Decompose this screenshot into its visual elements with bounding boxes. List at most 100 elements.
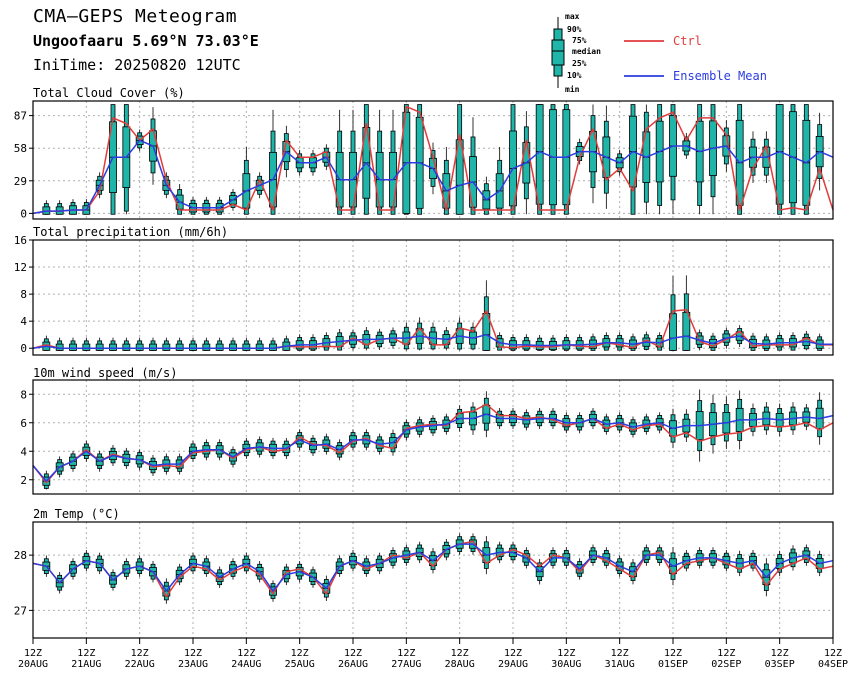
x-tick-hour: 12Z [504,648,522,659]
x-tick-hour: 12Z [557,648,575,659]
x-tick-hour: 12Z [184,648,202,659]
boxplot [455,317,464,351]
boxplot [229,337,237,351]
ctrl-series-line [32,105,834,215]
panel-title: Total Cloud Cover (%) [33,86,185,100]
panel-title: 10m wind speed (m/s) [33,366,178,380]
y-tick-label: 12 [14,261,27,274]
init-time-label: IniTime: 20250820 12UTC [33,56,241,74]
legend-key-75: 75% [572,36,587,45]
legend-ctrl: Ctrl [624,34,702,48]
ctrl-series-line [32,403,834,484]
boxplot [802,104,811,215]
boxplot [389,109,397,215]
legend-mean: Ensemble Mean [624,69,767,83]
panel-frame [32,239,834,356]
ensemble-mean-series-line [32,543,834,592]
boxplot [482,280,491,351]
x-tick-hour: 12Z [771,648,789,659]
boxplot [202,196,211,215]
y-tick-label: 2 [20,474,27,487]
boxplot [762,333,771,351]
boxplot [629,104,637,215]
panel-title: 2m Temp (°C) [33,507,120,521]
y-tick-label: 4 [20,445,27,458]
boxplot [122,104,131,215]
x-tick-date: 01SEP [658,659,688,670]
panels: Total Cloud Cover (%) 0 29 58 87 Total precip… [14,86,834,639]
x-tick-date: 26AUG [338,659,368,670]
boxplot [442,146,451,215]
x-tick-hour: 12Z [717,648,735,659]
boxplot [402,322,411,351]
x-tick-date: 23AUG [178,659,208,670]
x-tick-hour: 12Z [24,648,42,659]
boxplot [562,334,571,351]
boxplot [522,334,531,351]
boxplot [415,317,424,351]
boxplot [602,332,611,351]
legend-key-median: median [572,46,601,56]
page-title: CMA—GEPS Meteogram [33,6,238,27]
boxplot [789,332,797,351]
boxplot [282,335,291,351]
boxplot [615,332,624,351]
x-tick-date: 03SEP [765,659,795,670]
ensemble-mean-series-line [32,413,834,482]
legend-key-25: 25% [572,59,587,68]
legend: max 90% 75% median 25% 10% min Ctrl Ense… [551,12,767,94]
boxplot [189,196,197,215]
x-tick-date: 21AUG [71,659,101,670]
x-tick-date: 25AUG [285,659,315,670]
boxplot [682,275,691,351]
legend-key-90: 90% [567,25,582,34]
x-tick-date: 22AUG [125,659,155,670]
panel-frame [32,521,834,639]
y-tick-label: 0 [20,207,27,220]
boxplot [775,104,784,215]
y-tick-label: 87 [14,110,27,123]
boxplot [575,334,584,351]
boxplot [55,200,64,215]
x-tick-date: 27AUG [391,659,421,670]
panel-frame [32,100,834,220]
y-tick-label: 29 [14,175,27,188]
y-tick-label: 6 [20,417,27,430]
x-tick-hour: 12Z [131,648,149,659]
legend-key-min: min [565,84,580,94]
x-tick-hour: 12Z [344,648,362,659]
boxplot [802,330,811,351]
boxplot [42,335,51,351]
boxplot [655,104,664,215]
boxplot [322,332,331,351]
y-tick-label: 28 [14,549,27,562]
boxplot [535,334,544,351]
legend-mean-label: Ensemble Mean [673,69,767,83]
boxplot [815,333,824,351]
boxplot [589,104,597,204]
boxplot [495,146,504,215]
boxplot [429,322,437,351]
boxplot [549,334,557,351]
boxplot [709,332,717,351]
x-tick-hour: 12Z [824,648,842,659]
boxplot [122,337,131,351]
boxplot [309,334,317,351]
boxplot [775,332,784,351]
x-tick-hour: 12Z [77,648,95,659]
boxplot [669,104,677,215]
location-label: Ungoofaaru 5.69°N 73.03°E [33,32,259,50]
boxplot [549,104,557,215]
boxplot [789,104,797,215]
panel-1: Total Cloud Cover (%) 0 29 58 87 [14,86,834,220]
y-tick-label: 8 [20,388,27,401]
legend-key-10: 10% [567,71,582,80]
boxplot [362,104,371,215]
y-tick-label: 4 [20,315,27,328]
legend-boxplot-key: max 90% 75% median 25% 10% min [551,12,601,94]
x-tick-date: 30AUG [551,659,581,670]
x-tick-hour: 12Z [397,648,415,659]
x-tick-date: 28AUG [445,659,475,670]
y-tick-label: 16 [14,234,27,247]
